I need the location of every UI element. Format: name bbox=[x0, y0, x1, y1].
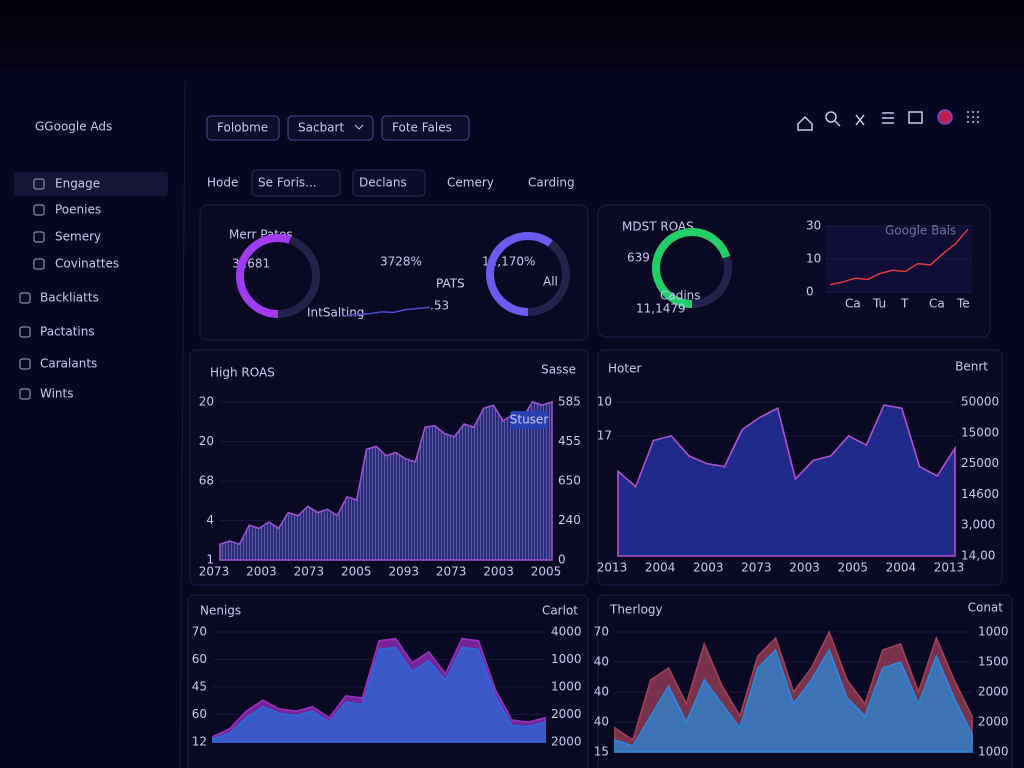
y-tick-label: 650 bbox=[558, 474, 581, 488]
nav-item[interactable]: Wints bbox=[40, 387, 74, 401]
y-tick-label: 585 bbox=[558, 395, 581, 409]
x-tick-label: 2073 bbox=[436, 565, 467, 579]
y-tick-label: 2000 bbox=[551, 707, 582, 721]
y-tick-label: 20 bbox=[199, 395, 214, 409]
kpi-note: 11,1479 bbox=[636, 302, 686, 316]
y-tick-label: 45 bbox=[192, 680, 207, 694]
tab[interactable]: Se Foris... bbox=[258, 176, 317, 190]
kpi-sublabel: PATS bbox=[436, 277, 465, 291]
y-tick-label: 60 bbox=[192, 707, 207, 721]
x-tick-label: Tu bbox=[872, 297, 886, 311]
y-tick-label: 1500 bbox=[978, 655, 1009, 669]
x-tick-label: Ca bbox=[929, 297, 945, 311]
panel-title: Hoter bbox=[608, 362, 641, 376]
x-tick-label: 2013 bbox=[934, 561, 965, 575]
nav-item[interactable]: Semery bbox=[55, 230, 101, 244]
y-tick-label: 14600 bbox=[961, 487, 999, 501]
y-tick-label: 1000 bbox=[978, 745, 1009, 759]
y-tick-label: 25000 bbox=[961, 456, 999, 470]
x-tick-label: 2004 bbox=[886, 561, 917, 575]
y-tick-label: 4000 bbox=[551, 625, 582, 639]
y-tick-label: 15 bbox=[594, 745, 609, 759]
panel-subtitle: Carlot bbox=[542, 604, 578, 618]
kpi-note: .53 bbox=[430, 299, 449, 313]
x-tick-label: 2005 bbox=[531, 565, 562, 579]
kpi-value: 639 bbox=[627, 251, 650, 265]
y-tick-label: 14,00 bbox=[961, 549, 995, 563]
toolbar-button-label[interactable]: Sacbart bbox=[298, 121, 344, 135]
toolbar-button-label[interactable]: Fote Fales bbox=[392, 121, 452, 135]
y-tick-label: 40 bbox=[594, 655, 609, 669]
x-tick-label: 2073 bbox=[741, 561, 772, 575]
y-tick-label: 12 bbox=[192, 735, 207, 749]
y-tick-label: 50000 bbox=[961, 395, 999, 409]
x-tick-label: 2093 bbox=[388, 565, 419, 579]
y-tick-label: 240 bbox=[558, 513, 581, 527]
y-tick-label: 60 bbox=[192, 652, 207, 666]
x-tick-label: 2003 bbox=[789, 561, 820, 575]
y-tick-label: 68 bbox=[199, 474, 214, 488]
y-tick-label: 10 bbox=[597, 395, 612, 409]
y-tick-label: 70 bbox=[192, 625, 207, 639]
nav-item[interactable]: Poenies bbox=[55, 203, 101, 217]
y-tick-label: 17 bbox=[597, 428, 612, 442]
x-tick-label: 2073 bbox=[294, 565, 325, 579]
y-tick-label: 30 bbox=[806, 219, 821, 233]
mini-area bbox=[825, 226, 972, 292]
y-tick-label: 0 bbox=[806, 285, 814, 299]
y-tick-label: 20 bbox=[199, 434, 214, 448]
nav-item[interactable]: Pactatins bbox=[40, 325, 95, 339]
x-tick-label: 2003 bbox=[246, 565, 277, 579]
y-tick-label: 1000 bbox=[551, 652, 582, 666]
x-tick-label: 2013 bbox=[597, 561, 628, 575]
kpi-sublabel: Cadins bbox=[660, 289, 701, 303]
tab[interactable]: Hode bbox=[207, 176, 238, 190]
x-tick-label: 2004 bbox=[645, 561, 676, 575]
kpi-caption: IntSalting bbox=[307, 306, 364, 320]
y-tick-label: 40 bbox=[594, 715, 609, 729]
y-tick-label: 70 bbox=[594, 625, 609, 639]
kpi-value: 3728% bbox=[380, 255, 422, 269]
y-tick-label: 40 bbox=[594, 685, 609, 699]
y-tick-label: 2000 bbox=[978, 685, 1009, 699]
y-tick-label: 10 bbox=[806, 252, 821, 266]
nav-item[interactable]: Caralants bbox=[40, 357, 97, 371]
y-tick-label: 1000 bbox=[978, 625, 1009, 639]
panel-subtitle: Conat bbox=[968, 601, 1004, 615]
y-tick-label: 2000 bbox=[551, 735, 582, 749]
kpi-sublabel: All bbox=[543, 275, 558, 289]
nav-item[interactable]: Covinattes bbox=[55, 257, 119, 271]
nav-item[interactable]: Engage bbox=[55, 177, 100, 191]
avatar[interactable] bbox=[937, 109, 953, 125]
panel-subtitle: Sasse bbox=[541, 363, 576, 377]
y-tick-label: 15000 bbox=[961, 425, 999, 439]
y-tick-label: 3,000 bbox=[961, 518, 995, 532]
tooltip-label: Stuser bbox=[510, 413, 549, 427]
toolbar-button-label[interactable]: Folobme bbox=[217, 121, 268, 135]
x-tick-label: T bbox=[900, 297, 909, 311]
y-tick-label: 4 bbox=[206, 513, 214, 527]
panel-title: Therlogy bbox=[609, 603, 663, 617]
logo: GGoogle Ads bbox=[35, 120, 112, 134]
tab[interactable]: Carding bbox=[528, 176, 575, 190]
panel-title: Nenigs bbox=[200, 604, 241, 618]
panel-subtitle: Benrt bbox=[955, 360, 988, 374]
x-tick-label: 2005 bbox=[837, 561, 868, 575]
x-tick-label: 2073 bbox=[199, 565, 230, 579]
kpi-card bbox=[199, 204, 589, 341]
x-tick-label: Te bbox=[956, 297, 970, 311]
panel-title: High ROAS bbox=[210, 366, 275, 380]
x-tick-label: 2005 bbox=[341, 565, 372, 579]
x-tick-label: 2003 bbox=[693, 561, 724, 575]
y-tick-label: 2000 bbox=[978, 715, 1009, 729]
y-tick-label: 1000 bbox=[551, 680, 582, 694]
x-tick-label: 2003 bbox=[483, 565, 514, 579]
tab[interactable]: Cemery bbox=[447, 176, 494, 190]
x-tick-label: Ca bbox=[845, 297, 861, 311]
nav-item[interactable]: Backliatts bbox=[40, 291, 99, 305]
y-tick-label: 455 bbox=[558, 434, 581, 448]
tab[interactable]: Declans bbox=[359, 176, 407, 190]
